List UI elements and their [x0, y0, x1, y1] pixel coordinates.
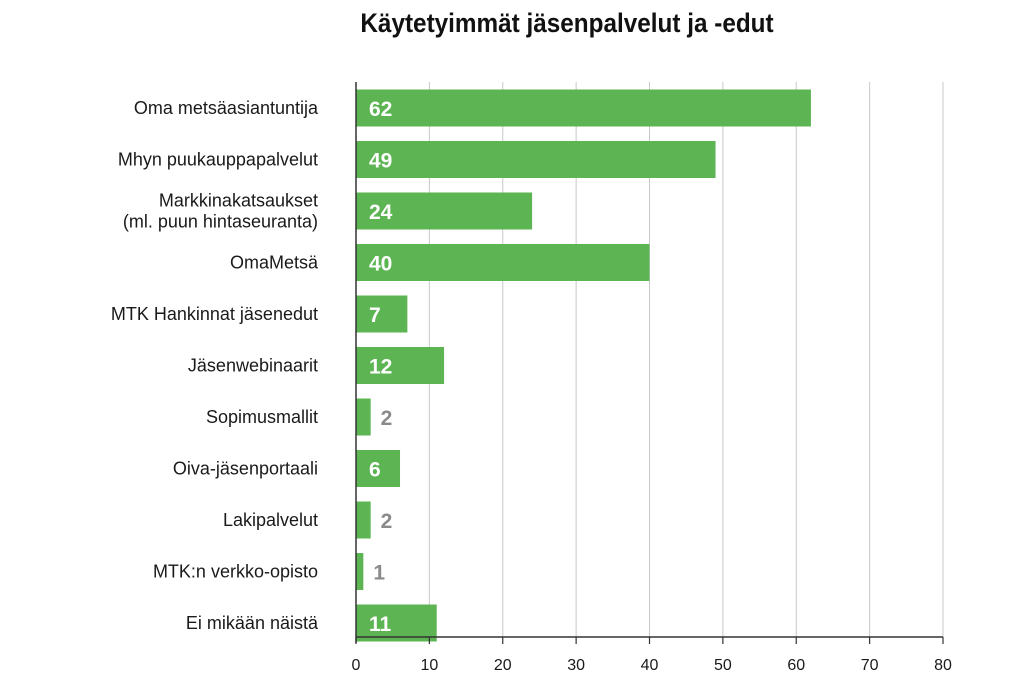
value-label-7: 6	[369, 459, 381, 482]
value-label-8: 2	[381, 510, 393, 533]
x-tick-label-4: 40	[641, 657, 659, 674]
category-label-9: MTK:n verkko-opisto	[153, 562, 318, 582]
bar-5	[356, 347, 445, 384]
bar-1	[356, 141, 716, 178]
category-label-4: MTK Hankinnat jäsenedut	[111, 304, 318, 324]
category-label-8: Lakipalvelut	[223, 510, 318, 530]
x-tick-label-5: 50	[714, 657, 732, 674]
value-label-3: 40	[369, 253, 392, 276]
bar-2	[356, 192, 533, 230]
bar-3	[356, 244, 650, 281]
value-label-2: 24	[369, 201, 393, 224]
value-label-9: 1	[373, 562, 385, 585]
x-tick-label-8: 80	[934, 657, 952, 674]
x-tick-label-1: 10	[420, 657, 438, 674]
category-label-5: Jäsenwebinaarit	[188, 356, 318, 376]
category-label-3: OmaMetsä	[230, 253, 319, 273]
value-label-5: 12	[369, 356, 392, 379]
x-tick-label-6: 60	[787, 657, 805, 674]
x-tick-label-2: 20	[494, 657, 512, 674]
bar-6	[356, 398, 371, 436]
category-label-10: Ei mikään näistä	[186, 613, 319, 633]
bar-10	[356, 604, 437, 642]
x-tick-label-0: 0	[352, 657, 361, 674]
category-label-1: Mhyn puukauppapalvelut	[118, 150, 318, 170]
value-label-1: 49	[369, 150, 392, 173]
bar-9	[356, 553, 364, 590]
x-tick-label-7: 70	[861, 657, 879, 674]
category-label-0: Oma metsäasiantuntija	[134, 98, 319, 118]
category-label-7: Oiva-jäsenportaali	[173, 459, 318, 479]
value-label-6: 2	[381, 407, 393, 430]
bar-8	[356, 501, 371, 539]
category-label-6: Sopimusmallit	[206, 407, 318, 427]
chart-title: Käytetyimmät jäsenpalvelut ja -edut	[360, 8, 774, 38]
value-label-0: 62	[369, 98, 392, 121]
category-label-2-0: Markkinakatsaukset	[159, 191, 318, 211]
value-label-10: 11	[369, 613, 392, 636]
bar-0	[356, 89, 811, 127]
category-label-2-1: (ml. puun hintaseuranta)	[123, 212, 318, 232]
bar-7	[356, 450, 401, 487]
value-label-4: 7	[369, 304, 381, 327]
bar-4	[356, 295, 408, 333]
x-tick-label-3: 30	[567, 657, 585, 674]
